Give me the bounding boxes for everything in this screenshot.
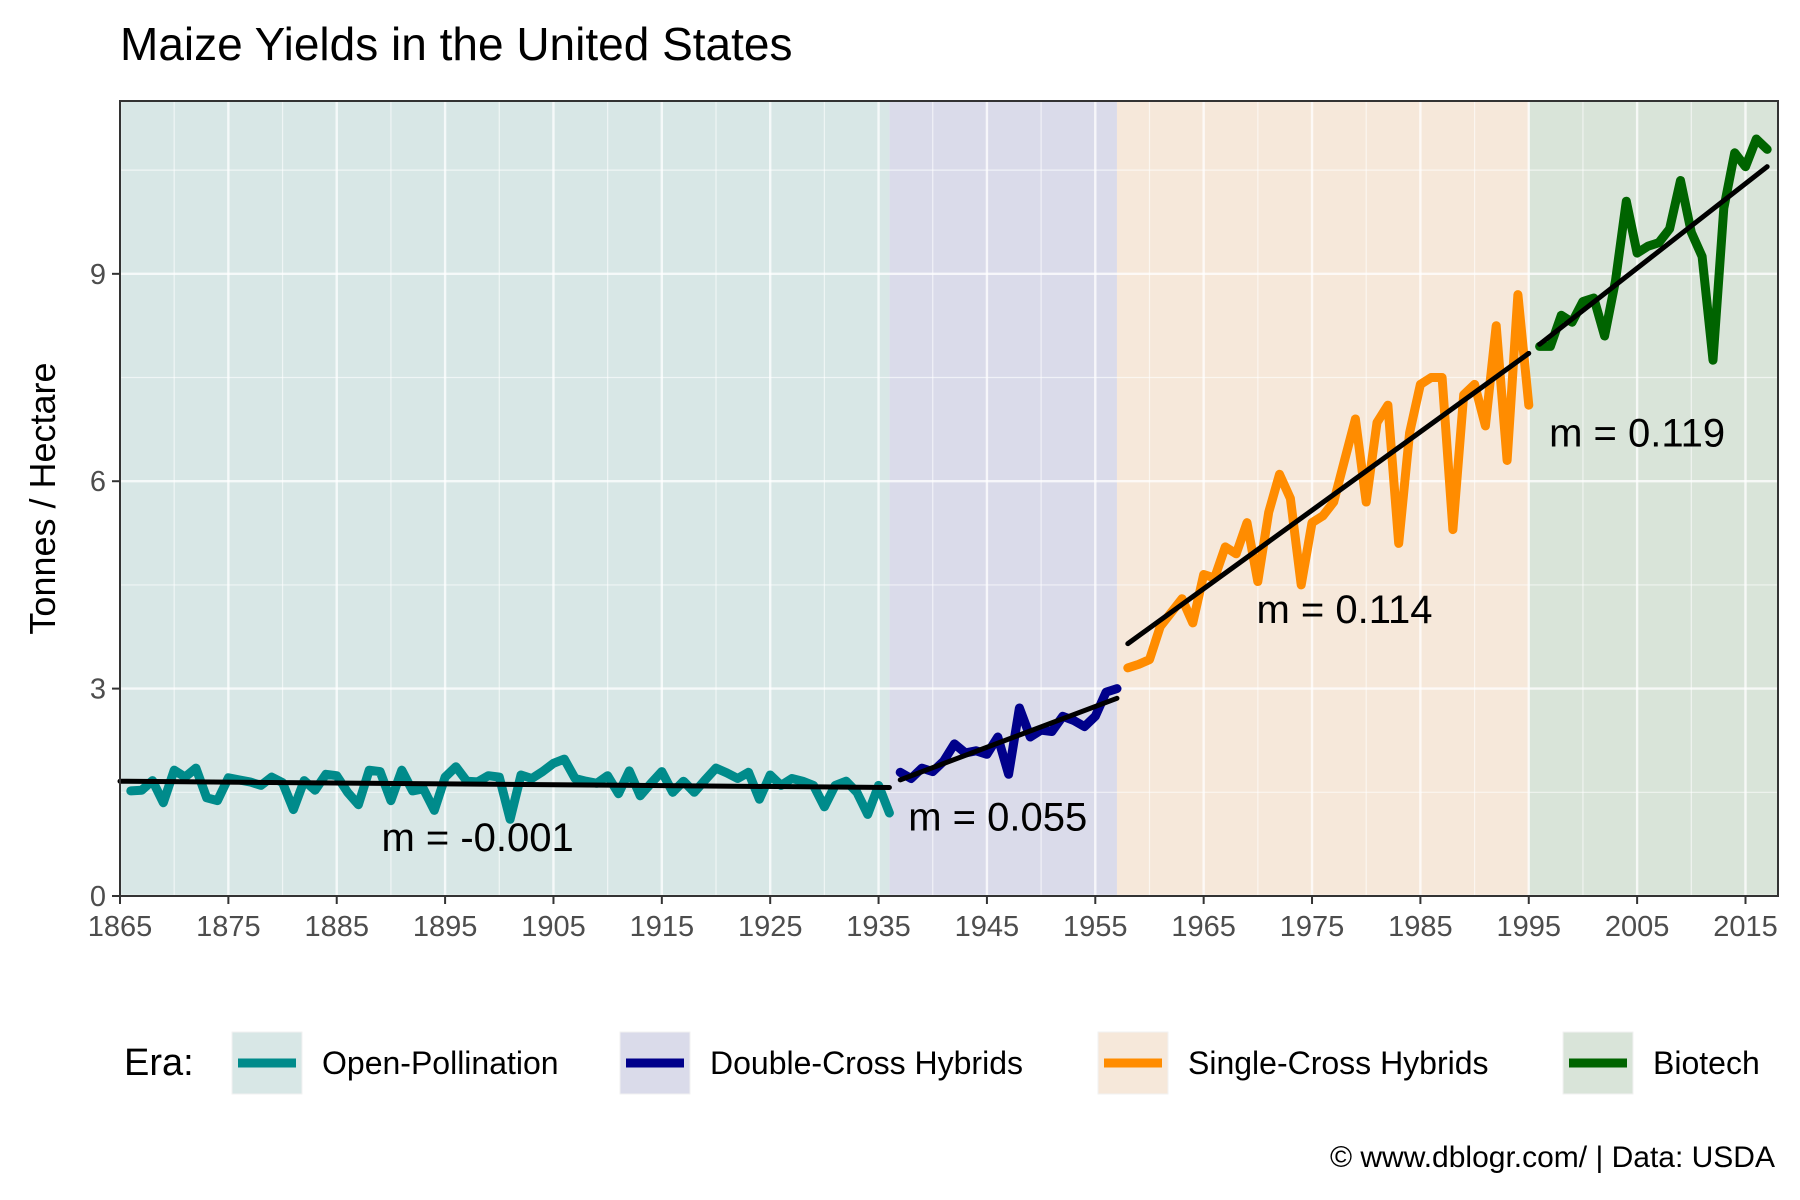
legend-label-2: Single-Cross Hybrids xyxy=(1188,1045,1489,1081)
slope-label-2: m = 0.114 xyxy=(1257,588,1433,632)
x-tick-label: 1875 xyxy=(196,911,261,943)
x-tick-label: 2015 xyxy=(1713,911,1778,943)
x-tick-label: 1995 xyxy=(1497,911,1562,943)
x-tick-label: 1975 xyxy=(1280,911,1345,943)
slope-label-3: m = 0.119 xyxy=(1549,412,1725,456)
legend-label-0: Open-Pollination xyxy=(322,1045,559,1081)
trend-line-2 xyxy=(1125,350,1532,647)
x-tick-label: 1925 xyxy=(738,911,803,943)
x-tick-label: 1985 xyxy=(1388,911,1453,943)
slope-label-1: m = 0.055 xyxy=(908,795,1087,839)
y-tick-label: 3 xyxy=(90,674,106,706)
x-tick-label: 1915 xyxy=(630,911,695,943)
era-band-3 xyxy=(1528,101,1778,896)
trend-line-0 xyxy=(117,778,892,790)
x-tick-label: 1955 xyxy=(1063,911,1128,943)
axes: 1865 1875 1885 1895 1905 1915 1925 1935 1945 1955… xyxy=(88,259,1778,943)
trend-line-3 xyxy=(1537,164,1770,347)
trend-line-1 xyxy=(897,695,1120,783)
series-line-2 xyxy=(1123,290,1534,673)
legend: Era: Open-Pollination Double-Cross Hybrid… xyxy=(124,1031,1760,1095)
x-tick-label: 1935 xyxy=(846,911,911,943)
x-tick-label: 1945 xyxy=(955,911,1020,943)
legend-label-1: Double-Cross Hybrids xyxy=(710,1045,1023,1081)
y-axis-label: Tonnes / Hectare xyxy=(22,362,63,634)
x-tick-label: 1905 xyxy=(521,911,586,943)
x-tick-label: 2005 xyxy=(1605,911,1670,943)
era-band-1 xyxy=(889,101,1117,896)
x-tick-label: 1895 xyxy=(413,911,478,943)
legend-title: Era: xyxy=(124,1042,194,1084)
chart-title: Maize Yields in the United States xyxy=(120,18,792,70)
y-tick-label: 6 xyxy=(90,466,106,498)
y-tick-label: 9 xyxy=(90,259,106,291)
era-band-0 xyxy=(120,101,890,896)
y-tick-label: 0 xyxy=(90,881,106,913)
slope-label-0: m = -0.001 xyxy=(381,816,573,860)
x-tick-label: 1865 xyxy=(88,911,153,943)
chart-caption: © www.dblogr.com/ | Data: USDA xyxy=(1330,1141,1775,1174)
trend-lines xyxy=(117,164,1770,790)
era-band-2 xyxy=(1116,101,1529,896)
panel-border xyxy=(119,100,1779,897)
era-bands xyxy=(120,101,1778,896)
x-tick-label: 1965 xyxy=(1171,911,1236,943)
legend-label-3: Biotech xyxy=(1653,1045,1760,1081)
slope-annotations: m = -0.001 m = 0.055 m = 0.114 m = 0.119 xyxy=(381,412,1725,860)
x-tick-label: 1885 xyxy=(304,911,369,943)
